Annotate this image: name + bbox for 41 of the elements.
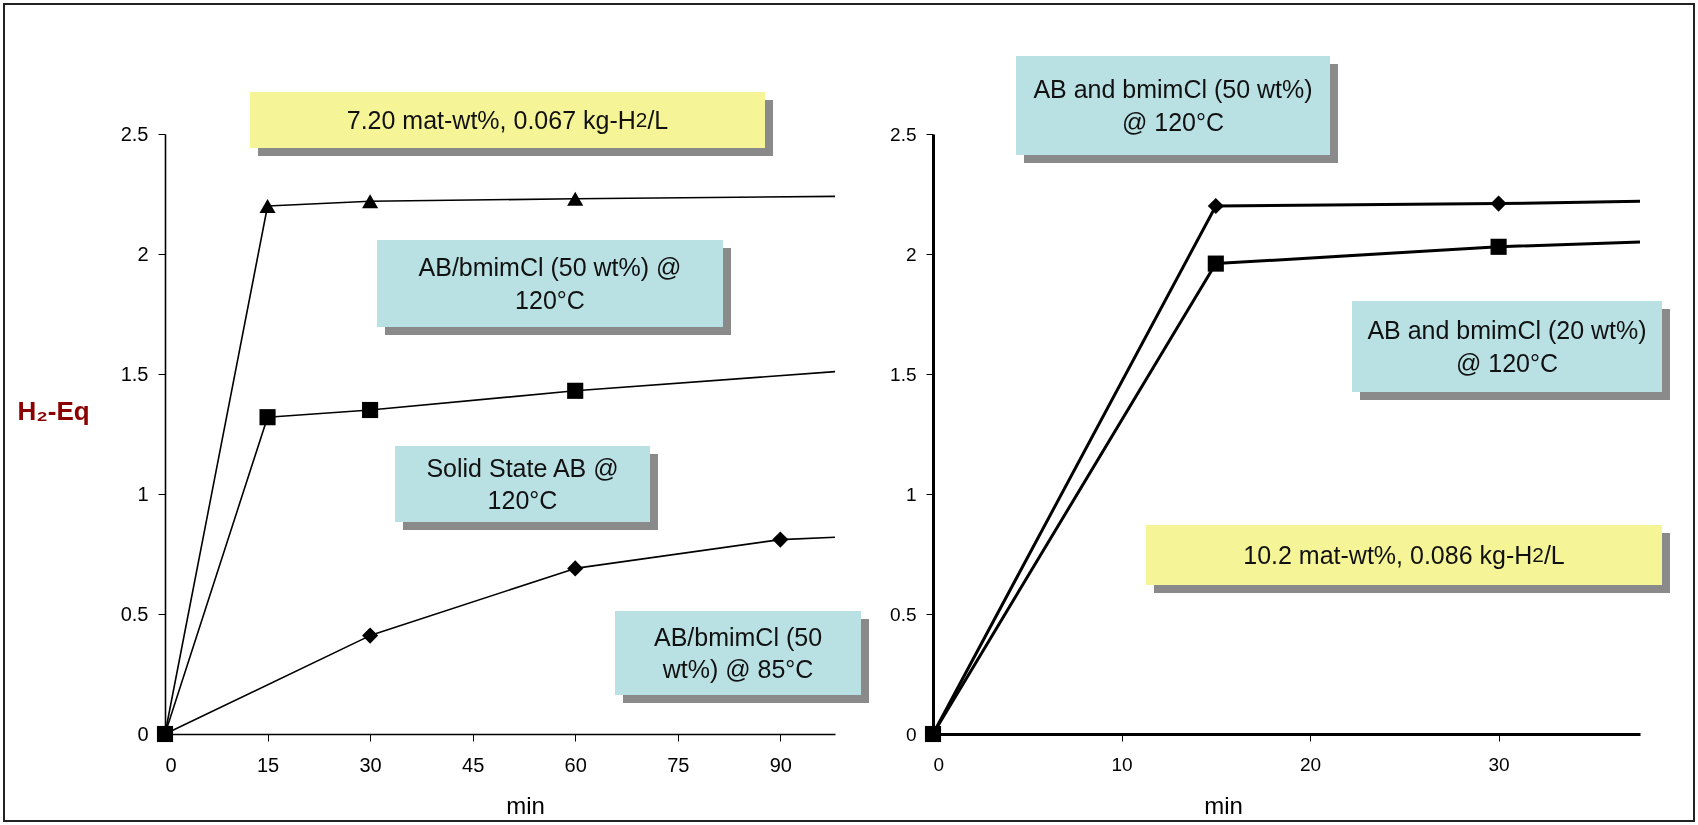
y-tick-label: 2.5 xyxy=(890,123,917,145)
x-tick-label: 0 xyxy=(933,753,945,775)
x-tick-label: 0 xyxy=(165,753,177,776)
x-tick-label: 15 xyxy=(256,753,280,776)
point xyxy=(1207,255,1224,272)
y-tick-label: 0.5 xyxy=(890,603,917,625)
x-tick-label: 60 xyxy=(564,753,587,776)
x-tick-label: 75 xyxy=(667,753,690,776)
point xyxy=(1490,195,1507,212)
point xyxy=(924,725,942,743)
y-tick-label: 1 xyxy=(905,483,917,505)
y-tick-label: 2.5 xyxy=(120,122,149,145)
point xyxy=(567,560,584,577)
point xyxy=(772,531,789,548)
x-tick-label: 30 xyxy=(1488,753,1510,775)
point xyxy=(567,191,584,206)
x-tick-label: 10 xyxy=(1111,753,1133,775)
y-tick-label: 2 xyxy=(137,242,149,265)
y-axis-title: H₂-Eq xyxy=(17,395,90,426)
x-axis-title: min xyxy=(506,791,545,819)
point xyxy=(1207,197,1224,215)
y-tick-label: 1 xyxy=(137,482,149,505)
x-tick-label: 45 xyxy=(462,753,485,776)
y-tick-label: 1.5 xyxy=(120,362,149,385)
point xyxy=(156,725,174,743)
point xyxy=(362,194,379,209)
y-tick-label: 0 xyxy=(137,722,149,745)
y-tick-label: 2 xyxy=(905,243,917,265)
point xyxy=(259,409,276,426)
x-tick-label: 30 xyxy=(359,753,382,776)
point xyxy=(362,401,379,419)
y-tick-label: 0.5 xyxy=(120,602,149,625)
x-tick-label: 90 xyxy=(769,753,792,776)
x-tick-label: 20 xyxy=(1300,753,1322,775)
point xyxy=(567,382,584,399)
x-axis-title: min xyxy=(1204,791,1243,819)
y-tick-label: 0 xyxy=(905,723,917,745)
point xyxy=(362,627,379,644)
point xyxy=(259,199,276,213)
y-tick-label: 1.5 xyxy=(890,363,917,385)
point xyxy=(1490,238,1507,255)
